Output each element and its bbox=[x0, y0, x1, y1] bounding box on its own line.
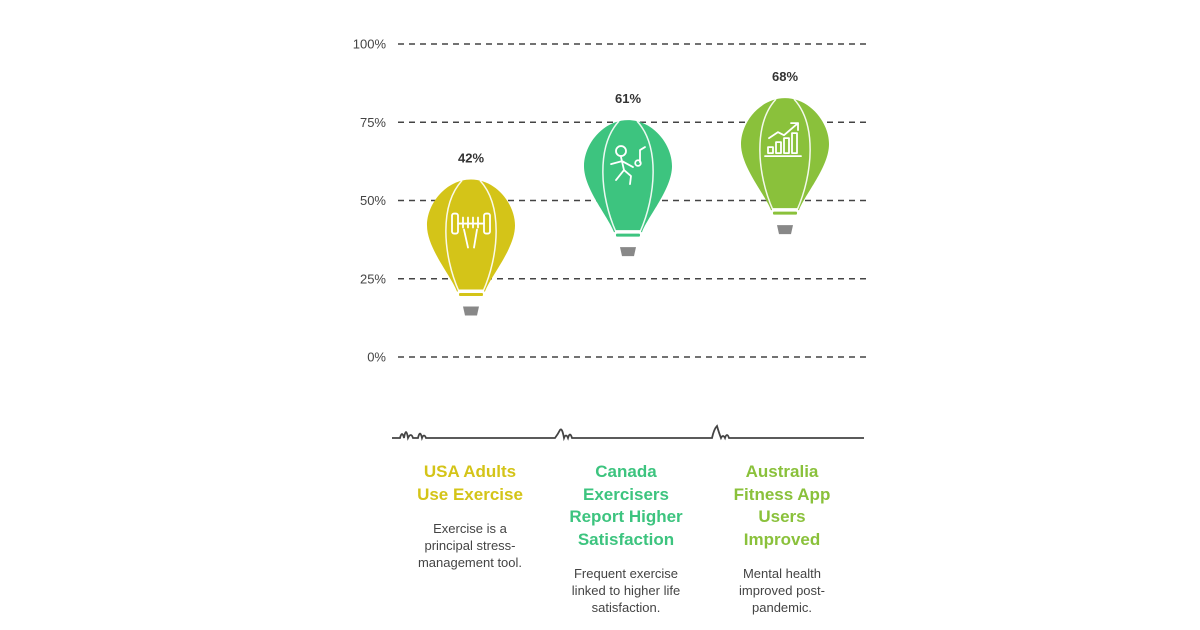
balloon bbox=[584, 120, 672, 257]
caption-desc-line: pandemic. bbox=[752, 600, 812, 615]
caption-desc-line: Frequent exercise bbox=[573, 566, 679, 581]
balloon-seam bbox=[602, 120, 620, 233]
caption-title: USA Adults Use Exercise bbox=[400, 461, 540, 506]
caption-title: Canada Exercisers Report Higher Satisfac… bbox=[556, 461, 696, 551]
caption-desc-line: satisfaction. bbox=[591, 600, 661, 615]
ground-line bbox=[392, 424, 864, 442]
caption-description: Mental health improved post- pandemic. bbox=[720, 565, 845, 616]
balloon-band bbox=[458, 289, 484, 293]
balloon-seam bbox=[793, 98, 811, 211]
caption-title-line: Use Exercise bbox=[417, 484, 523, 504]
caption-title-line: Fitness App bbox=[733, 484, 831, 504]
balloon-seam bbox=[479, 180, 497, 292]
y-tick-label: 50% bbox=[360, 193, 386, 208]
basket bbox=[777, 225, 793, 235]
caption-australia: Australia Fitness App Users Improved Men… bbox=[712, 461, 852, 616]
value-label: 61% bbox=[615, 91, 641, 106]
caption-title: Australia Fitness App Users Improved bbox=[712, 461, 852, 551]
y-tick-label: 75% bbox=[360, 115, 386, 130]
caption-title-line: Improved bbox=[743, 529, 821, 549]
caption-canada: Canada Exercisers Report Higher Satisfac… bbox=[556, 461, 696, 616]
barbell-icon bbox=[451, 212, 491, 249]
balloon-envelope bbox=[427, 179, 515, 292]
balloon-skirt bbox=[459, 293, 483, 297]
balloon bbox=[427, 179, 515, 316]
basket bbox=[620, 247, 636, 257]
caption-title-line: Canada bbox=[595, 462, 657, 481]
value-label: 42% bbox=[458, 151, 484, 166]
running-person-icon bbox=[610, 145, 646, 185]
balloon-band bbox=[772, 208, 798, 212]
caption-description: Frequent exercise linked to higher life … bbox=[564, 565, 689, 616]
caption-description: Exercise is a principal stress- manageme… bbox=[408, 520, 533, 571]
caption-title-line: Users bbox=[758, 507, 806, 526]
balloon-seam bbox=[759, 98, 777, 211]
caption-desc-line: Mental health bbox=[742, 566, 822, 581]
caption-title-line: Exercisers bbox=[582, 484, 670, 504]
y-tick-label: 0% bbox=[367, 350, 386, 365]
y-tick-label: 25% bbox=[360, 271, 386, 286]
caption-title-line: Satisfaction bbox=[577, 529, 675, 549]
balloon-seam bbox=[445, 180, 463, 292]
caption-desc-line: Exercise is a bbox=[433, 521, 507, 536]
growth-chart-icon bbox=[764, 122, 802, 158]
caption-desc-line: principal stress- bbox=[424, 538, 516, 553]
caption-usa: USA Adults Use Exercise Exercise is a pr… bbox=[400, 461, 540, 571]
caption-desc-line: improved post- bbox=[739, 583, 825, 598]
balloon-envelope bbox=[584, 120, 672, 233]
balloon-skirt bbox=[616, 233, 640, 237]
caption-title-line: Australia bbox=[745, 462, 819, 481]
caption-title-line: USA Adults bbox=[423, 462, 517, 481]
caption-title-line: Report Higher bbox=[569, 507, 683, 526]
balloon-skirt bbox=[773, 211, 797, 215]
basket bbox=[463, 306, 479, 316]
balloon-envelope bbox=[741, 98, 829, 211]
balloon bbox=[741, 98, 829, 235]
balloon-seam bbox=[636, 120, 654, 233]
caption-desc-line: linked to higher life bbox=[571, 583, 681, 598]
y-tick-label: 100% bbox=[353, 37, 387, 52]
balloon-band bbox=[615, 230, 641, 234]
value-label: 68% bbox=[772, 69, 798, 84]
caption-desc-line: management tool. bbox=[417, 555, 523, 570]
